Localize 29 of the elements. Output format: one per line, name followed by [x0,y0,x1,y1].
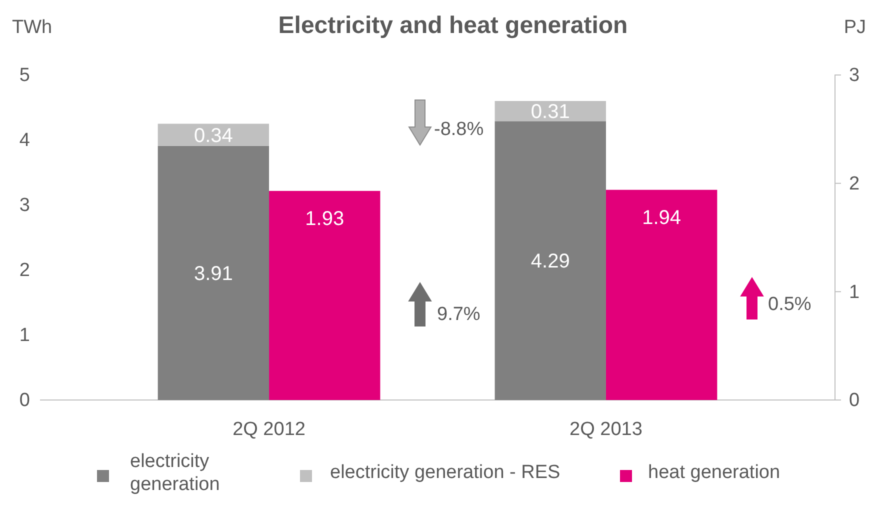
y2-tick-label: 0 [849,390,860,412]
y-tick-label: 1 [19,325,30,346]
legend-label: electricity generation - RES [330,462,560,483]
data-label: 3.91 [194,262,233,285]
y-tick-label: 0 [19,390,30,412]
y2-tick-label: 3 [849,65,860,86]
y-tick-label: 2 [19,260,30,282]
x-tick-label: 2Q 2013 [570,419,642,440]
bar [158,124,270,146]
annotation: 0.5% [768,294,812,315]
y-tick-label: 4 [19,130,30,152]
chart-title: Electricity and heat generation [278,12,628,39]
y-tick-label: 5 [19,65,30,86]
y2-tick-label: 1 [849,282,860,303]
data-label: 0.34 [194,124,233,147]
legend-label: heat generation [648,462,780,483]
y2-axis-title: PJ [844,17,866,38]
data-label: 1.93 [305,208,344,230]
y2-tick-label: 2 [849,173,860,194]
data-label: 0.31 [530,101,570,124]
y-axis-title: TWh [12,17,52,38]
data-label: 4.29 [530,250,570,273]
x-tick-label: 2Q 2012 [232,419,306,440]
data-label: 1.94 [642,206,682,229]
legend-label: electricity generation [130,451,220,495]
annotation: 9.7% [437,304,480,325]
y-tick-label: 3 [19,195,30,216]
bar [494,101,606,122]
annotation: -8.8% [434,119,484,140]
